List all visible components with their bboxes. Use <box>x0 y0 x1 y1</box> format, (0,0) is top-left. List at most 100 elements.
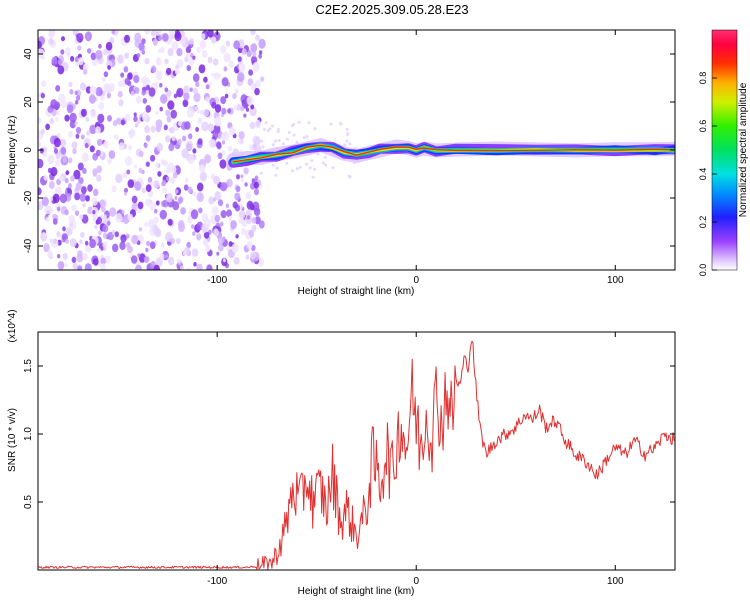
noise-blob <box>260 139 264 143</box>
noise-blob <box>169 176 176 184</box>
noise-blob <box>217 199 224 207</box>
noise-blob <box>79 239 83 245</box>
noise-blob <box>252 61 260 72</box>
snr-multiplier: (x10^4) <box>7 309 18 342</box>
noise-blob <box>292 123 296 126</box>
noise-blob <box>193 262 197 267</box>
ridge-layer <box>232 144 675 163</box>
noise-blob <box>172 171 178 179</box>
noise-blob <box>67 183 72 189</box>
noise-blob <box>160 242 165 248</box>
noise-blob <box>91 197 98 206</box>
noise-blob <box>202 238 209 247</box>
noise-blob <box>51 238 59 248</box>
noise-blob <box>76 95 81 101</box>
noise-blob <box>212 58 219 66</box>
noise-blob <box>196 233 202 241</box>
noise-blob <box>167 48 174 57</box>
noise-blob <box>115 173 123 184</box>
noise-blob <box>186 65 192 72</box>
noise-blob <box>168 143 175 152</box>
noise-blob <box>57 65 65 75</box>
noise-blob <box>38 187 42 196</box>
noise-blob <box>173 93 178 99</box>
noise-blob <box>184 121 191 130</box>
noise-blob <box>119 241 126 251</box>
noise-blob <box>135 264 142 270</box>
noise-blob <box>221 107 227 115</box>
noise-blob <box>43 174 48 181</box>
noise-blob <box>141 50 145 55</box>
noise-blob <box>69 112 77 123</box>
noise-blob <box>192 73 200 83</box>
noise-blob <box>246 200 254 210</box>
noise-blob <box>182 99 189 108</box>
noise-blob <box>256 144 260 148</box>
noise-blob <box>144 57 150 65</box>
spectrogram-ytick-label: 40 <box>23 48 34 60</box>
noise-blob <box>123 217 129 225</box>
noise-blob <box>51 56 58 65</box>
noise-blob <box>250 251 257 260</box>
noise-blob <box>72 148 77 155</box>
noise-blob <box>138 167 143 174</box>
noise-blob <box>93 258 99 266</box>
noise-blob <box>49 118 55 124</box>
noise-blob <box>159 106 163 112</box>
colorbar-tick-label: 0.0 <box>698 264 708 277</box>
noise-blob <box>199 171 207 182</box>
noise-blob <box>76 253 83 263</box>
noise-blob <box>127 72 133 81</box>
noise-blob <box>71 204 77 212</box>
noise-blob <box>134 164 137 169</box>
noise-blob <box>70 55 75 62</box>
noise-blob <box>147 219 155 229</box>
noise-blob <box>100 257 106 265</box>
snr-ytick-label: 1.0 <box>23 427 34 441</box>
noise-blob <box>50 99 58 109</box>
noise-blob <box>145 161 150 167</box>
noise-blob <box>166 67 172 76</box>
noise-blob <box>177 120 183 127</box>
noise-blob <box>233 256 240 265</box>
noise-blob <box>297 120 301 124</box>
noise-blob <box>155 110 159 115</box>
noise-blob <box>38 117 42 124</box>
noise-blob <box>223 132 230 141</box>
noise-blob <box>214 104 222 113</box>
noise-blob <box>82 203 86 208</box>
noise-blob <box>204 218 211 228</box>
noise-blob <box>271 163 275 167</box>
noise-blob <box>141 187 146 194</box>
noise-blob <box>291 169 294 173</box>
noise-blob <box>212 206 219 216</box>
noise-blob <box>193 92 201 103</box>
noise-blob <box>88 94 96 104</box>
noise-blob <box>245 234 250 240</box>
noise-blob <box>232 201 238 209</box>
noise-blob <box>96 165 103 174</box>
noise-blob <box>48 181 55 189</box>
noise-blob <box>77 265 83 270</box>
noise-blob <box>74 210 80 216</box>
noise-blob <box>241 48 247 55</box>
noise-blob <box>195 81 200 88</box>
noise-blob <box>237 72 245 82</box>
noise-blob <box>150 125 156 133</box>
noise-blob <box>228 215 233 222</box>
noise-blob <box>233 40 240 50</box>
noise-blob <box>228 60 235 68</box>
noise-blob <box>245 254 250 260</box>
noise-blob <box>165 166 171 174</box>
noise-blob <box>246 95 254 106</box>
noise-blob <box>176 48 183 57</box>
noise-blob <box>214 191 222 201</box>
spectrogram-axes: -100 0 100 -40 -20 0 20 40 <box>23 30 675 286</box>
noise-blob <box>124 77 130 85</box>
noise-blob <box>57 59 63 66</box>
noise-blob <box>223 66 228 72</box>
noise-blob <box>74 192 81 201</box>
noise-blob <box>205 96 210 103</box>
noise-blob <box>154 208 158 214</box>
noise-blob <box>59 138 67 148</box>
